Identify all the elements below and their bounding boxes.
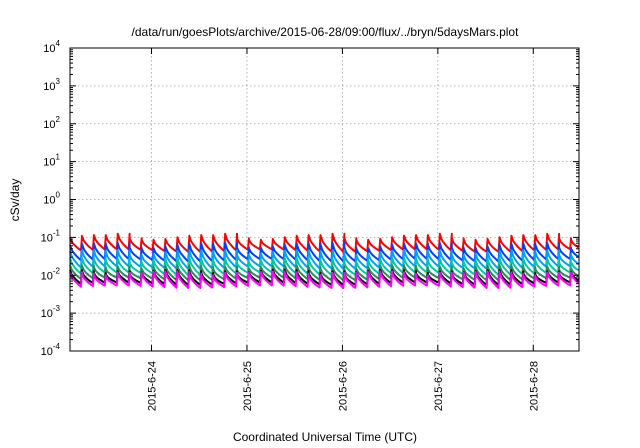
y-axis: 10-4 10-3 10-2 10-1 100 101 102 103 104 (41, 39, 579, 358)
y-tick-label: 10-1 (41, 228, 61, 244)
x-tick-label: 2015-6-28 (528, 361, 540, 411)
x-tick-label: 2015-6-24 (147, 361, 159, 411)
y-tick-label: 103 (43, 77, 60, 93)
y-tick-label: 101 (43, 153, 60, 169)
y-tick-label: 10-2 (41, 266, 61, 282)
series-line (69, 257, 579, 277)
x-axis: 2015-6-24 2015-6-25 2015-6-26 2015-6-27 2015… (147, 48, 540, 411)
series-line (69, 264, 579, 282)
x-tick-label: 2015-6-26 (337, 361, 349, 411)
x-axis-label: Coordinated Universal Time (UTC) (233, 430, 417, 444)
series-line (69, 241, 579, 263)
y-tick-label: 104 (43, 39, 60, 55)
grid (70, 48, 579, 351)
y-tick-label: 10-4 (41, 342, 61, 358)
x-tick-label: 2015-6-27 (433, 361, 445, 411)
y-tick-label: 102 (43, 115, 60, 131)
y-axis-label: cSv/day (8, 179, 22, 222)
chart-title: /data/run/goesPlots/archive/2015-06-28/0… (132, 25, 520, 39)
series-line (69, 232, 579, 253)
x-tick-label: 2015-6-25 (242, 361, 254, 411)
y-tick-label: 10-3 (41, 304, 61, 320)
series-line (69, 270, 580, 289)
y-tick-label: 100 (43, 191, 60, 207)
series-layer (69, 232, 580, 289)
series-line (69, 249, 580, 270)
